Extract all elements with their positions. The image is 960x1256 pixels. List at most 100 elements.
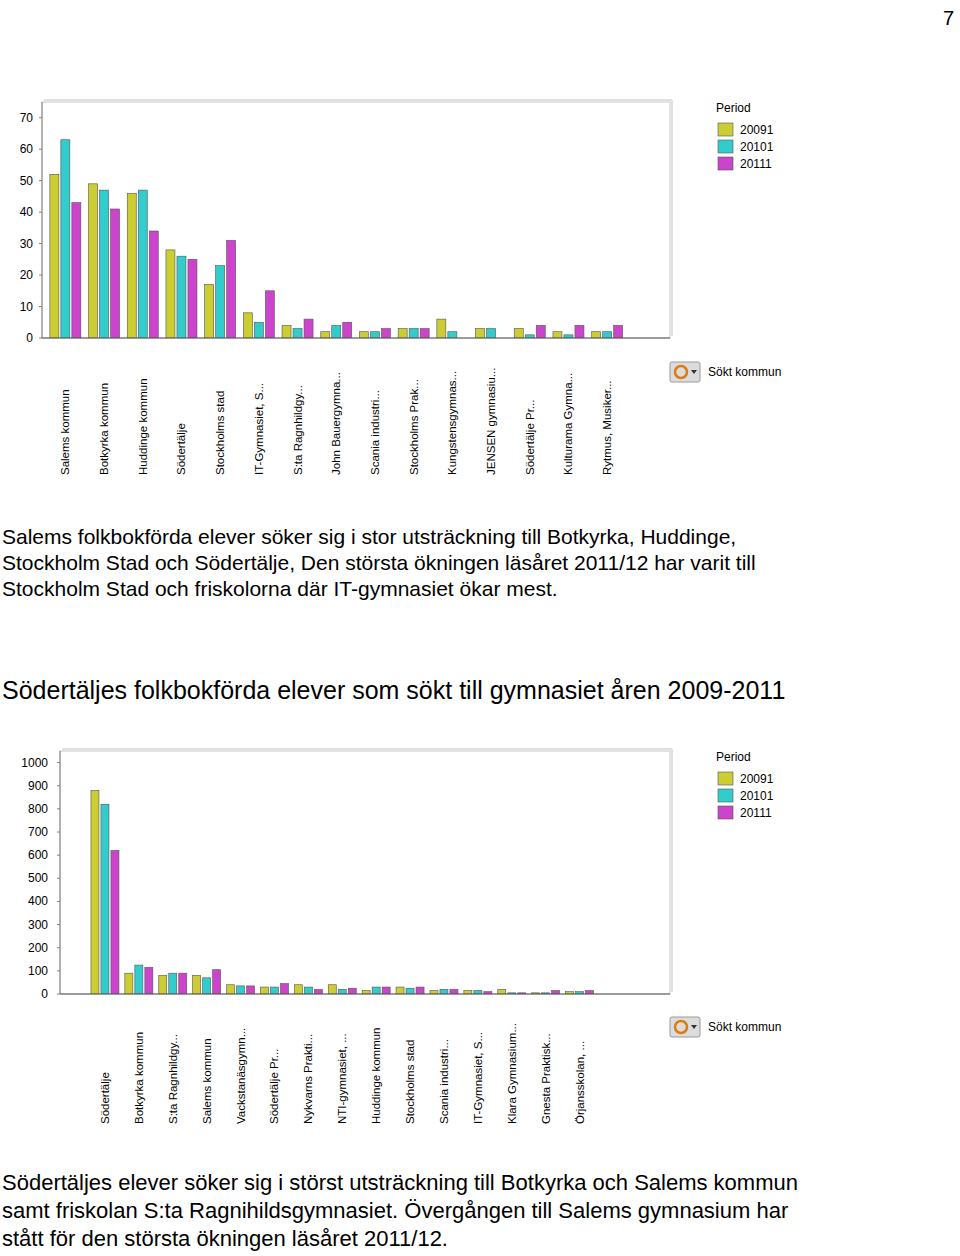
legend-swatch [718,140,733,153]
x-tick-label: Södertälje Pr... [524,400,536,475]
bar [603,332,612,338]
paragraph: Salems folkbokförda elever söker sig i s… [2,525,756,600]
y-tick [57,901,60,902]
legend-entry: 20101 [740,140,774,154]
y-tick-label: 0 [41,987,48,1001]
bar [159,975,167,994]
page-number: 7 [943,7,954,29]
x-tick-label: Klara Gymnasium... [506,1023,518,1124]
bars [91,790,594,994]
bar [381,329,390,338]
legend-swatch [718,789,733,802]
bars [50,140,623,338]
y-axis-line [60,751,61,994]
bar [177,256,186,338]
y-tick [39,117,42,118]
x-tick-label: NTI-gymnasiet, ... [336,1033,348,1124]
plot-frame [42,102,670,338]
page-canvas: 7 Salems folkbokförda elever söker sig i … [0,0,960,1256]
bar [247,986,255,994]
bar [205,285,214,338]
bar [260,987,268,994]
bar [72,203,81,338]
x-tick-label: Stockholms stad [404,1040,416,1124]
legend-entry: 20111 [740,806,772,820]
bar [61,140,70,338]
paragraph-line: samt friskolan S:ta Ragnihildsgymnasiet.… [2,1198,788,1223]
legend-title: Period [716,750,751,764]
paragraph-line: Stockholm Stad och friskolorna där IT-gy… [2,577,558,600]
x-tick-label: Kulturama Gymna... [562,373,574,475]
x-tick-label: John Bauergymna... [330,372,342,475]
bar [91,790,99,994]
x-tick-label: Salems kommun [59,389,71,475]
y-tick [39,212,42,213]
bar [332,325,341,338]
bar [145,967,153,994]
bar [304,319,313,338]
bar [100,190,109,338]
filter-button[interactable]: Sökt kommun [670,362,781,382]
button-icon-box[interactable] [670,362,700,382]
y-tick [57,832,60,833]
bar [270,987,278,994]
x-axis-line [60,993,670,994]
legend-title: Period [716,101,751,115]
x-tick-label: Gnesta Praktisk... [540,1033,552,1124]
paragraph-line: Södertäljes elever söker sig i störst ut… [2,1170,798,1195]
button-icon[interactable] [675,1021,687,1033]
y-tick-label: 900 [28,779,48,793]
bar [328,985,336,994]
bar [553,332,562,338]
x-tick-label: Södertälje [175,423,187,475]
x-tick-label: IT-Gymnasiet, S... [253,383,265,475]
button-icon-box[interactable] [670,1017,700,1037]
paragraph-line: Stockholm Stad och Södertälje, Den störs… [2,551,756,574]
x-tick-label: Kungstensgymnas... [446,371,458,475]
x-tick-label: Botkyrka kommun [98,383,110,475]
y-tick-label: 100 [28,964,48,978]
button-icon[interactable] [675,366,687,378]
frame-shade [62,748,672,750]
y-tick-label: 20 [20,268,34,282]
bar [265,291,274,338]
y-tick [57,947,60,948]
bar [575,325,584,338]
y-tick [57,762,60,763]
chart-title: Södertäljes folkbokförda elever som sökt… [2,676,785,704]
button-label[interactable]: Sökt kommun [708,1020,781,1034]
button-arrow[interactable] [691,370,697,374]
y-tick [39,180,42,181]
chart: 010203040506070Salems kommunBotkyrka kom… [20,100,782,475]
button-arrow[interactable] [691,1025,697,1029]
bar [125,973,133,994]
bar [476,329,485,338]
background [0,0,960,1256]
bar [314,989,322,994]
bar [216,266,225,338]
bar [193,975,201,994]
frame-shade [44,99,672,101]
bar [409,329,418,338]
bar [437,319,446,338]
bar [487,329,496,338]
bar [536,325,545,338]
bar [237,986,245,994]
button-label[interactable]: Sökt kommun [708,365,781,379]
legend-swatch [718,123,733,136]
y-tick-label: 200 [28,941,48,955]
y-tick-label: 30 [20,237,34,251]
bar [138,190,147,338]
paragraph: Södertäljes elever söker sig i störst ut… [2,1170,798,1251]
bar [135,965,143,994]
bar [338,989,346,994]
filter-button[interactable]: Sökt kommun [670,1017,781,1037]
x-tick-label: Botkyrka kommun [133,1032,145,1124]
x-tick-label: Scania industri... [369,390,381,475]
bar [50,174,59,338]
plot-frame [60,751,670,994]
bar [213,970,221,994]
bar [416,987,424,994]
x-tick-label: Örjansskolan, ... [574,1041,586,1124]
bar [101,804,109,994]
